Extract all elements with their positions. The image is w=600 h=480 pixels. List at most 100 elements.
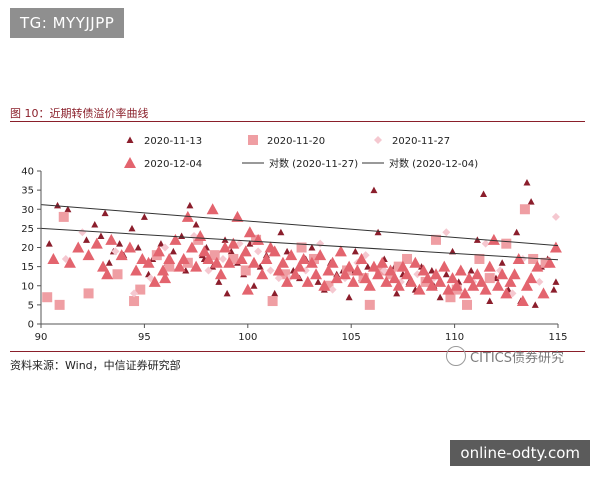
scatter-point <box>228 253 239 264</box>
legend-label: 2020-11-13 <box>144 136 202 147</box>
scatter-point <box>484 273 495 284</box>
scatter-point <box>486 297 494 305</box>
scatter-point <box>283 247 291 255</box>
scatter-point <box>198 245 211 257</box>
watermark-logo: CITICS债券研究 <box>446 346 564 366</box>
scatter-point <box>169 233 182 245</box>
scatter-point <box>512 252 525 264</box>
scatter-point <box>527 198 535 205</box>
scatter-point <box>330 272 343 284</box>
figure-title: 图 10：近期转债溢价率曲线 <box>10 107 149 120</box>
scatter-point <box>123 241 136 253</box>
scatter-point <box>148 275 161 287</box>
scatter-point <box>206 203 219 215</box>
scatter-point <box>209 250 220 261</box>
scatter-point <box>289 268 302 280</box>
legend-label: 对数 (2020-12-04) <box>389 157 478 170</box>
x-tick-label: 115 <box>548 332 567 343</box>
scatter-point <box>101 268 114 280</box>
scatter-point <box>375 265 386 276</box>
scatter-point <box>215 278 223 285</box>
scatter-point <box>140 213 148 220</box>
scatter-point <box>72 241 85 253</box>
scatter-point <box>142 256 155 268</box>
scatter-point <box>161 243 170 252</box>
scatter-point <box>436 293 444 301</box>
scatter-point <box>374 228 382 236</box>
scatter-point <box>392 279 405 291</box>
scatter-point <box>202 252 215 264</box>
scatter-point <box>467 266 475 274</box>
scatter-point <box>111 247 120 256</box>
scatter-point <box>45 240 53 247</box>
scatter-point <box>334 245 347 257</box>
scatter-point <box>190 260 203 272</box>
legend-marker <box>126 136 134 143</box>
legend-marker <box>248 135 258 145</box>
scatter-point <box>328 285 337 294</box>
overlay-tag: TG: MYYJJPP <box>10 8 125 38</box>
scatter-point <box>78 228 87 237</box>
scatter-point <box>173 260 186 272</box>
scatter-point <box>442 283 455 295</box>
scatter-point <box>475 275 488 287</box>
scatter-point <box>266 266 275 275</box>
scatter-point <box>479 283 492 295</box>
scatter-point <box>219 241 232 253</box>
scatter-point <box>402 253 413 264</box>
scatter-point <box>177 252 190 264</box>
scatter-point <box>97 232 105 240</box>
scatter-point <box>409 256 422 268</box>
scatter-point <box>157 240 165 247</box>
scatter-point <box>235 252 248 264</box>
scatter-point <box>396 260 409 272</box>
scatter-point <box>112 269 123 280</box>
scatter-point <box>246 240 254 247</box>
scatter-point <box>487 233 500 245</box>
watermark-text: CITICS债券研究 <box>470 350 565 366</box>
scatter-point <box>128 224 136 232</box>
scatter-point <box>525 272 538 284</box>
scatter-point <box>458 287 471 299</box>
scatter-point <box>318 279 331 291</box>
scatter-point <box>101 209 109 217</box>
scatter-point <box>97 260 110 272</box>
scatter-point <box>227 237 240 249</box>
source-rule <box>10 351 585 352</box>
y-tick-label: 20 <box>21 243 34 254</box>
scatter-point <box>271 289 279 297</box>
scatter-point <box>280 269 291 280</box>
scatter-point <box>316 239 325 248</box>
legend-label: 2020-12-04 <box>144 159 202 170</box>
scatter-point <box>535 277 544 286</box>
scatter-point <box>338 268 351 280</box>
scatter-point <box>343 260 356 272</box>
scatter-point <box>474 253 485 264</box>
scatter-point <box>363 279 376 291</box>
scatter-point <box>367 260 380 272</box>
scatter-point <box>413 283 426 295</box>
legend-label: 对数 (2020-11-27) <box>269 157 358 170</box>
scatter-point <box>434 275 447 287</box>
scatter-point <box>192 221 200 228</box>
scatter-point <box>157 264 170 276</box>
scatter-point <box>134 244 142 251</box>
scatter-point <box>450 279 463 291</box>
chart-axes: 90 95 100 105 110 115 0 5 10 15 20 25 30 35 40 <box>21 167 567 344</box>
scatter-point <box>471 268 484 280</box>
scatter-point <box>277 228 285 236</box>
scatter-point <box>351 264 364 276</box>
scatter-point <box>293 260 306 272</box>
scatter-point <box>550 286 558 293</box>
scatter-point <box>159 272 172 284</box>
scatter-point <box>326 256 339 268</box>
scatter-point <box>54 201 62 209</box>
scatter-point <box>169 247 177 255</box>
scatter-point <box>417 264 430 276</box>
scatter-point <box>446 272 459 284</box>
scatter-point <box>384 264 397 276</box>
scatter-point <box>540 257 551 268</box>
scatter-point <box>272 264 285 276</box>
scatter-point <box>254 247 263 256</box>
scatter-point <box>508 289 517 298</box>
